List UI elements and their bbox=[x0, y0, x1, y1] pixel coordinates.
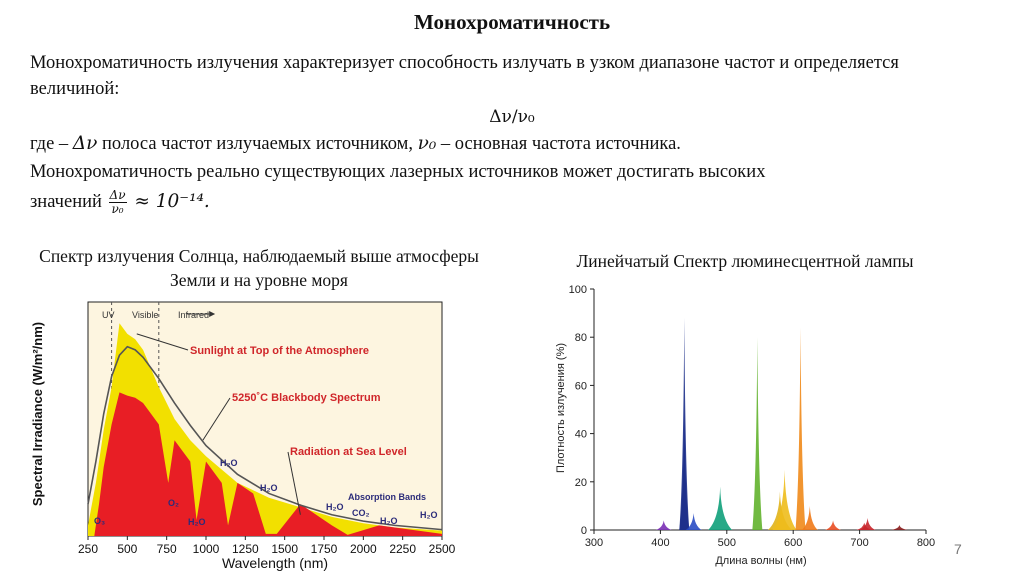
callout-top-atmosphere bbox=[136, 333, 189, 351]
formula-main: Δν/ν₀ bbox=[489, 107, 535, 127]
lamp-ytick-label-0: 0 bbox=[581, 525, 587, 537]
paragraph-value: значений Δν ν₀ ≈ 10⁻¹⁴. bbox=[30, 189, 990, 216]
lamp-ytick-label-5: 100 bbox=[569, 284, 587, 296]
lamp-peak-8 bbox=[795, 327, 806, 530]
page-number: 7 bbox=[954, 541, 962, 557]
solar-xtick-label-3: 1000 bbox=[193, 542, 220, 556]
annot-h2o-4: H₂O bbox=[326, 502, 344, 512]
left-caption: Спектр излучения Солнца, наблюдаемый выш… bbox=[39, 246, 479, 290]
callout-sea-level bbox=[287, 451, 301, 515]
solar-xtick-label-9: 2500 bbox=[429, 542, 456, 556]
lamp-ytick-label-2: 40 bbox=[575, 429, 587, 441]
lamp-peak-2 bbox=[679, 409, 690, 530]
solar-xtick-label-7: 2000 bbox=[350, 542, 377, 556]
solar-xtick-label-6: 1750 bbox=[311, 542, 338, 556]
infrared-arrow-head bbox=[209, 311, 216, 317]
lamp-ylabel: Плотность излучения (%) bbox=[555, 343, 567, 473]
where-mid: полоса частот излучаемых источником, bbox=[97, 134, 418, 154]
band-uv-label: UV bbox=[102, 310, 115, 320]
annot-top-atmosphere: Sunlight at Top of the Atmosphere bbox=[190, 345, 369, 357]
annot-co2: CO₂ bbox=[352, 508, 370, 518]
annot-o2: O₂ bbox=[168, 498, 179, 508]
lamp-xlabel: Длина волны (нм) bbox=[715, 555, 806, 567]
solar-xtick-label-4: 1250 bbox=[232, 542, 259, 556]
annot-h2o-1: H₂O bbox=[220, 458, 238, 468]
annot-blackbody: 5250˚C Blackbody Spectrum bbox=[232, 392, 381, 404]
annot-h2o-2: H₂O bbox=[260, 483, 278, 493]
where-nu0: ν₀ bbox=[417, 133, 437, 154]
where-delta-nu: Δν bbox=[72, 133, 98, 154]
lamp-peak-10 bbox=[825, 520, 842, 530]
callout-blackbody bbox=[202, 397, 231, 441]
solar-ylabel: Spectral Irradiance (W/m²/nm) bbox=[30, 322, 45, 506]
lamp-xtick-label-0: 300 bbox=[585, 537, 603, 549]
lamp-xtick-label-3: 600 bbox=[784, 537, 802, 549]
lamp-peak-13 bbox=[891, 525, 908, 530]
annot-h2o-3: H₂O bbox=[188, 517, 206, 527]
lamp-peak-5 bbox=[752, 337, 763, 530]
annot-h2o-6: H₂O bbox=[420, 510, 438, 520]
lamp-xtick-label-5: 800 bbox=[917, 537, 935, 549]
solar-spectrum-chart: 250 500 750 1000 1250 1500 1750 2000 2250 2500 Sp… bbox=[30, 301, 456, 571]
solar-xlabel: Wavelength (nm) bbox=[222, 555, 328, 571]
series-blackbody bbox=[87, 345, 443, 531]
lamp-peak-11 bbox=[856, 522, 873, 530]
series-sea-level bbox=[94, 392, 442, 536]
fraction-denominator: ν₀ bbox=[111, 202, 124, 217]
paragraph-where: где – Δν полоса частот излучаемых источн… bbox=[30, 131, 990, 157]
paragraph-definition: Монохроматичность излучения характеризуе… bbox=[30, 53, 899, 99]
right-caption: Линейчатый Спектр люминесцентной лампы bbox=[576, 251, 914, 271]
lamp-ytick-label-3: 60 bbox=[575, 380, 587, 392]
lamp-peak-12 bbox=[859, 517, 876, 530]
lamp-peak-0 bbox=[655, 520, 672, 530]
formula-fraction: Δν ν₀ bbox=[108, 188, 127, 217]
fraction-numerator: Δν bbox=[108, 188, 127, 204]
value-prefix: значений bbox=[30, 192, 107, 212]
solar-xtick-label-2: 750 bbox=[157, 542, 177, 556]
lamp-peak-6 bbox=[767, 491, 792, 530]
page-title: Монохроматичность bbox=[413, 10, 611, 34]
solar-xtick-label-5: 1500 bbox=[271, 542, 298, 556]
band-infrared-label: Infrared bbox=[178, 310, 209, 320]
band-visible-label: Visible bbox=[132, 310, 158, 320]
lamp-ytick-label-1: 20 bbox=[575, 477, 587, 489]
lamp-peak-3 bbox=[685, 513, 702, 530]
lamp-spectrum-chart: 0 20 40 60 80 100 300 400 500 600 700 800 Плотность… bbox=[555, 284, 935, 567]
annot-absorption-bands: Absorption Bands bbox=[348, 492, 426, 502]
annot-o3: O₃ bbox=[94, 516, 105, 526]
annot-sea-level: Radiation at Sea Level bbox=[290, 446, 407, 458]
lamp-peak-4 bbox=[708, 486, 733, 530]
lamp-peak-7 bbox=[772, 469, 797, 530]
solar-xtick-label-0: 250 bbox=[78, 542, 98, 556]
lamp-xtick-label-2: 500 bbox=[718, 537, 736, 549]
solar-xtick-label-8: 2250 bbox=[389, 542, 416, 556]
where-prefix: где – bbox=[30, 134, 73, 154]
lamp-xtick-label-4: 700 bbox=[850, 537, 868, 549]
lamp-peak-9 bbox=[801, 505, 818, 530]
annot-h2o-5: H₂O bbox=[380, 516, 398, 526]
where-suffix: – основная частота источника. bbox=[436, 134, 681, 154]
lamp-xtick-label-1: 400 bbox=[651, 537, 669, 549]
lamp-ytick-label-4: 80 bbox=[575, 332, 587, 344]
paragraph-laser: Монохроматичность реально существующих л… bbox=[30, 162, 766, 182]
value-suffix: ≈ 10⁻¹⁴. bbox=[128, 191, 210, 212]
solar-xtick-label-1: 500 bbox=[117, 542, 137, 556]
